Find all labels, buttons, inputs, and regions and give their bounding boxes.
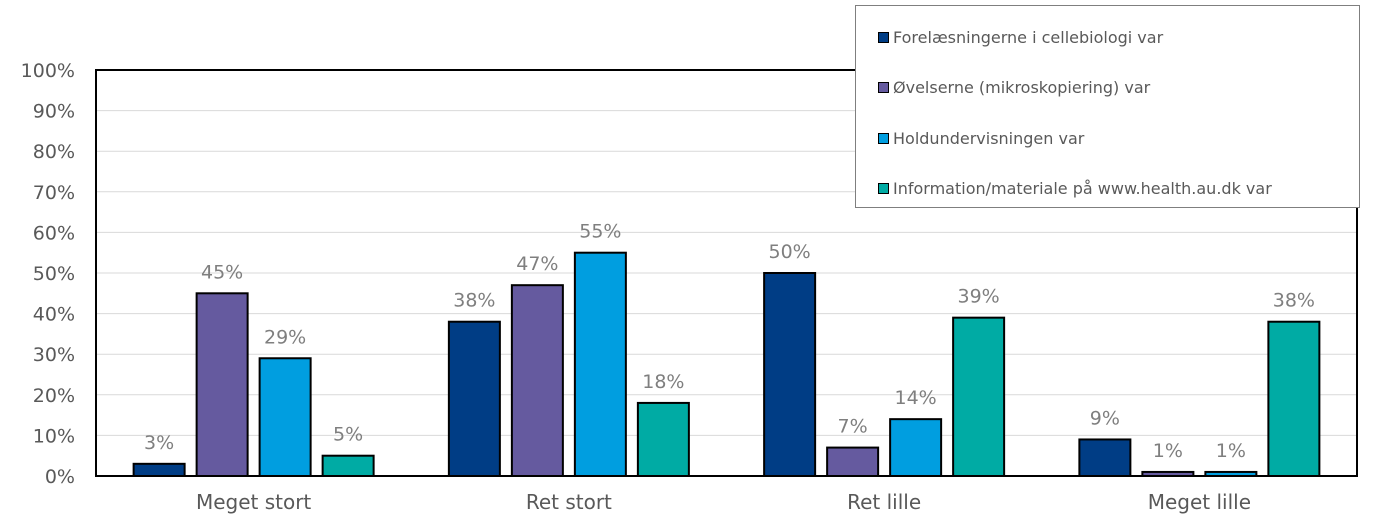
legend-swatch — [878, 132, 889, 144]
data-label: 1% — [1153, 440, 1183, 462]
y-tick-label: 100% — [21, 60, 75, 82]
category-label: Meget lille — [1148, 490, 1251, 514]
y-tick-label: 50% — [33, 263, 75, 285]
y-tick-label: 10% — [33, 425, 75, 447]
data-label: 9% — [1090, 407, 1120, 429]
data-label: 29% — [264, 326, 306, 348]
legend-label: Information/materiale på www.health.au.d… — [893, 178, 1272, 198]
bar — [1267, 320, 1321, 477]
data-label: 3% — [144, 432, 174, 454]
category-label: Ret stort — [526, 490, 612, 514]
data-label: 55% — [579, 221, 621, 243]
bar — [1204, 470, 1258, 478]
bar — [321, 454, 375, 478]
data-label: 14% — [895, 387, 937, 409]
data-label: 50% — [769, 241, 811, 263]
y-tick-label: 90% — [33, 101, 75, 123]
legend-item-holdundervisning: Holdundervisningen var — [878, 126, 1084, 150]
bar — [826, 446, 880, 477]
y-tick-label: 40% — [33, 304, 75, 326]
bar — [1141, 470, 1195, 478]
legend-item-information: Information/materiale på www.health.au.d… — [878, 176, 1272, 200]
bar — [510, 284, 564, 477]
bar — [447, 320, 501, 477]
legend-item-oevelser: Øvelserne (mikroskopiering) var — [878, 75, 1150, 99]
data-label: 47% — [516, 253, 558, 275]
legend-swatch — [878, 182, 889, 194]
legend-item-forelaesninger: Forelæsningerne i cellebiologi var — [878, 25, 1163, 49]
bar — [1078, 438, 1132, 477]
bar — [132, 462, 186, 478]
bar — [952, 316, 1006, 477]
bar — [763, 272, 817, 477]
bar — [195, 292, 249, 477]
legend-label: Forelæsningerne i cellebiologi var — [893, 27, 1164, 47]
category-label: Ret lille — [847, 490, 921, 514]
bar — [258, 357, 312, 478]
data-label: 45% — [201, 261, 243, 283]
data-label: 38% — [453, 290, 495, 312]
y-tick-label: 70% — [33, 182, 75, 204]
legend-swatch — [878, 81, 889, 93]
bar — [573, 251, 627, 477]
y-tick-label: 60% — [33, 222, 75, 244]
plot-frame — [95, 69, 1358, 477]
data-label: 1% — [1216, 440, 1246, 462]
bar — [889, 418, 943, 478]
legend-label: Øvelserne (mikroskopiering) var — [893, 77, 1151, 97]
legend: Forelæsningerne i cellebiologi var Øvels… — [855, 5, 1360, 208]
data-label: 18% — [642, 371, 684, 393]
data-label: 7% — [838, 416, 868, 438]
data-label: 38% — [1273, 290, 1315, 312]
legend-label: Holdundervisningen var — [893, 128, 1085, 148]
y-tick-label: 30% — [33, 344, 75, 366]
y-tick-label: 80% — [33, 141, 75, 163]
data-label: 5% — [333, 424, 363, 446]
bar — [636, 401, 690, 478]
legend-swatch — [878, 31, 889, 43]
data-label: 39% — [958, 286, 1000, 308]
y-tick-label: 0% — [45, 466, 75, 488]
category-label: Meget stort — [196, 490, 311, 514]
y-tick-label: 20% — [33, 385, 75, 407]
